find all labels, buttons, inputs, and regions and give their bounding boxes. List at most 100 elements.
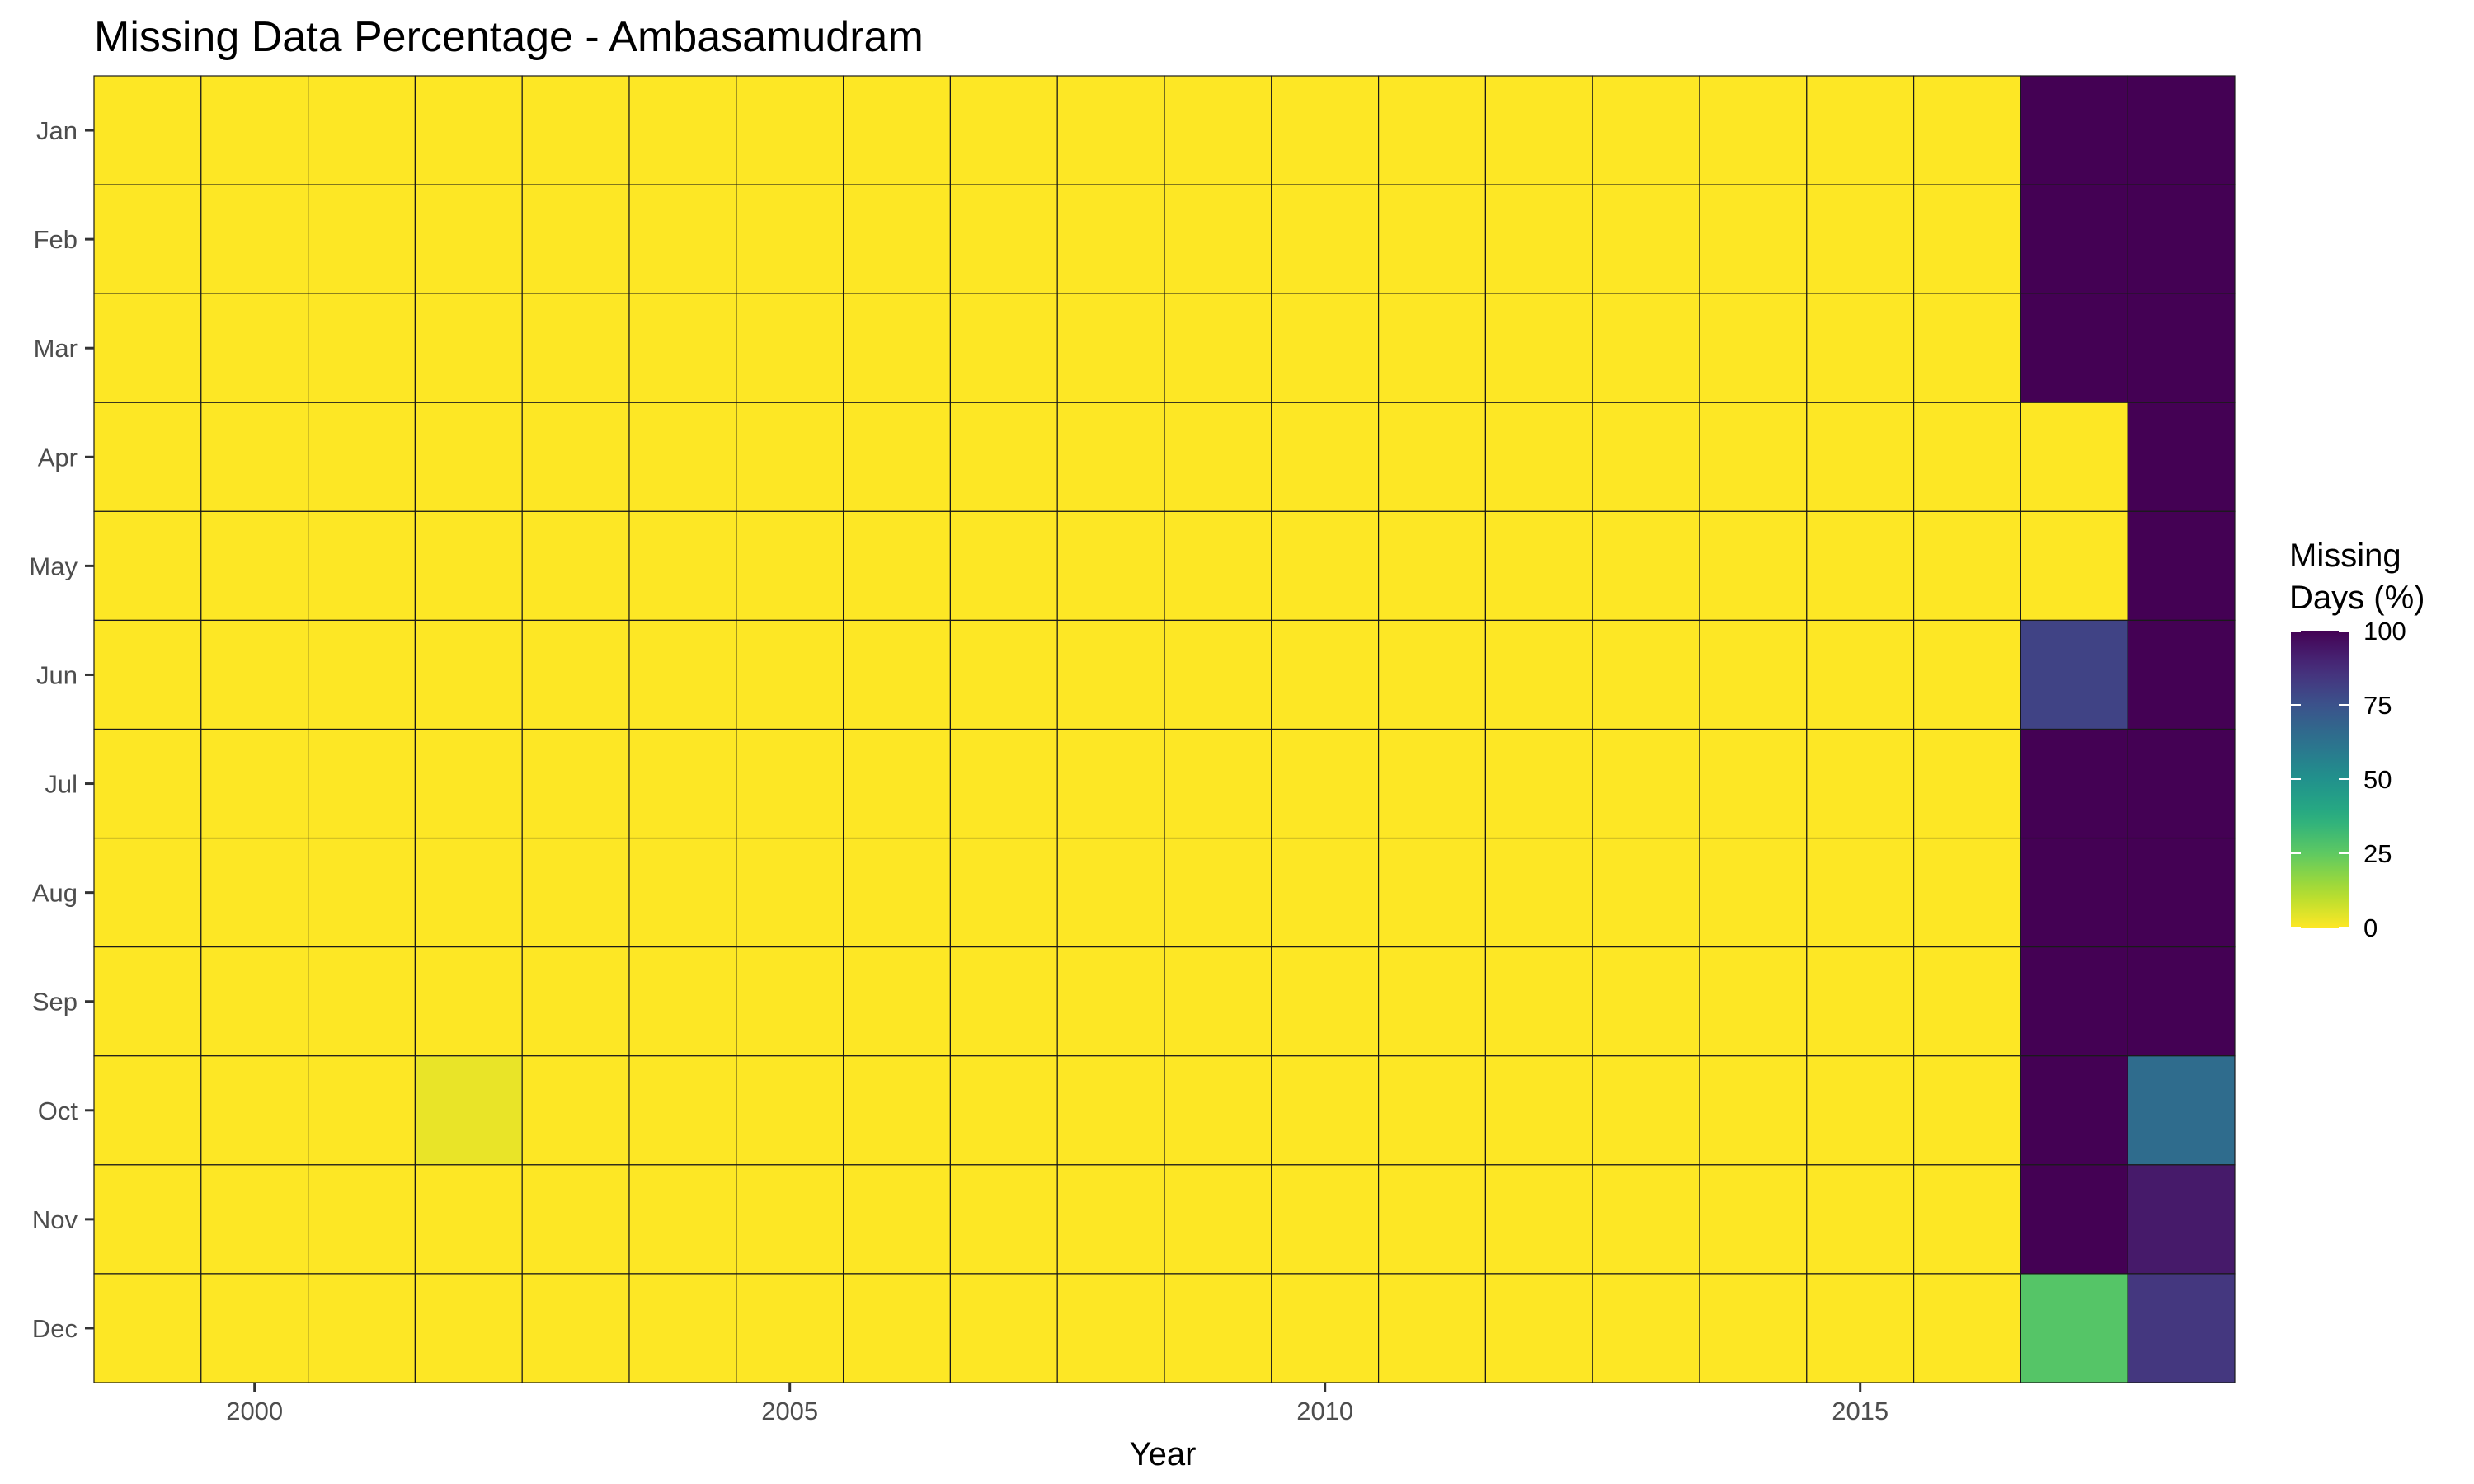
heatmap-cell-nov-2003 (521, 1164, 630, 1275)
x-tick-label-2000: 2000 (226, 1397, 283, 1425)
heatmap-cell-dec-2014 (1699, 1273, 1808, 1383)
heatmap-cell-jul-2006 (842, 728, 951, 839)
heatmap-cell-oct-2009 (1164, 1055, 1272, 1166)
y-tick-label-oct: Oct (38, 1097, 78, 1125)
heatmap-cell-may-2012 (1484, 510, 1593, 622)
heatmap-cell-dec-2013 (1592, 1273, 1700, 1383)
heatmap-cell-sep-2016 (1913, 946, 2022, 1057)
legend: Missing Days (%) 100 75 50 25 0 (2289, 538, 2425, 942)
heatmap-cell-sep-2017 (2020, 946, 2128, 1057)
heatmap-cell-apr-2015 (1806, 402, 1915, 512)
heatmap-cell-feb-2011 (1377, 184, 1486, 294)
heatmap-cell-nov-2016 (1913, 1164, 2022, 1275)
heatmap-cell-nov-2000 (200, 1164, 309, 1275)
heatmap-cell-aug-2002 (414, 837, 523, 948)
heatmap-cell-sep-2014 (1699, 946, 1808, 1057)
heatmap-cell-mar-2018 (2127, 293, 2236, 403)
heatmap-cell-jul-2009 (1164, 728, 1272, 839)
heatmap-cell-aug-2004 (628, 837, 737, 948)
heatmap-cell-feb-2010 (1271, 184, 1380, 294)
heatmap-cell-aug-2007 (949, 837, 1058, 948)
heatmap-cell-may-2007 (949, 510, 1058, 622)
heatmap-cell-jun-2002 (414, 619, 523, 730)
heatmap-cell-apr-2011 (1377, 402, 1486, 512)
heatmap-cell-jul-2002 (414, 728, 523, 839)
heatmap-cell-oct-2000 (200, 1055, 309, 1166)
heatmap-cell-jun-2009 (1164, 619, 1272, 730)
heatmap-cell-jul-2014 (1699, 728, 1808, 839)
heatmap-cell-jul-2011 (1377, 728, 1486, 839)
heatmap-cell-dec-2011 (1377, 1273, 1486, 1383)
heatmap-cell-oct-2014 (1699, 1055, 1808, 1166)
heatmap-cell-apr-2006 (842, 402, 951, 512)
heatmap-cell-aug-2005 (736, 837, 844, 948)
x-tick-label-2005: 2005 (761, 1397, 818, 1425)
heatmap-cell-aug-2010 (1271, 837, 1380, 948)
legend-ticks: 100 75 50 25 0 (2291, 617, 2406, 942)
heatmap-cell-jan-2006 (842, 75, 951, 186)
heatmap-cell-jun-2008 (1056, 619, 1165, 730)
heatmap-cell-may-2016 (1913, 510, 2022, 622)
heatmap-cell-oct-2018 (2127, 1055, 2236, 1166)
y-tick-label-dec: Dec (32, 1314, 78, 1343)
heatmap-cell-may-2013 (1592, 510, 1700, 622)
heatmap-cell-may-2018 (2127, 510, 2236, 622)
heatmap-cell-feb-1999 (93, 184, 202, 294)
heatmap-cell-may-2006 (842, 510, 951, 622)
heatmap-cell-apr-2001 (308, 402, 416, 512)
heatmap-cell-mar-2004 (628, 293, 737, 403)
heatmap-cell-jul-2004 (628, 728, 737, 839)
heatmap-cell-jan-2011 (1377, 75, 1486, 186)
heatmap-cell-feb-2002 (414, 184, 523, 294)
heatmap-cell-mar-2016 (1913, 293, 2022, 403)
heatmap-cell-may-2008 (1056, 510, 1165, 622)
heatmap-cell-sep-2001 (308, 946, 416, 1057)
heatmap-cell-mar-2013 (1592, 293, 1700, 403)
heatmap-cell-jan-2015 (1806, 75, 1915, 186)
y-axis: Jan Feb Mar Apr May Jun Jul Aug Sep Oct Nov Dec (29, 116, 94, 1343)
heatmap-cell-mar-2000 (200, 293, 309, 403)
heatmap-cell-feb-2006 (842, 184, 951, 294)
chart-title: Missing Data Percentage - Ambasamudram (94, 13, 924, 61)
heatmap-cell-may-2001 (308, 510, 416, 622)
heatmap-cell-apr-2007 (949, 402, 1058, 512)
heatmap-cell-feb-2012 (1484, 184, 1593, 294)
heatmap-cell-jun-2010 (1271, 619, 1380, 730)
heatmap-cell-feb-2017 (2020, 184, 2128, 294)
heatmap-cell-jan-2005 (736, 75, 844, 186)
heatmap-cell-apr-2008 (1056, 402, 1165, 512)
y-tick-label-jan: Jan (36, 116, 78, 145)
heatmap-cell-may-2009 (1164, 510, 1272, 622)
heatmap-cell-sep-2005 (736, 946, 844, 1057)
heatmap-cell-jun-2013 (1592, 619, 1700, 730)
heatmap-cell-mar-1999 (93, 293, 202, 403)
y-tick-label-sep: Sep (32, 988, 78, 1017)
heatmap-cell-may-2005 (736, 510, 844, 622)
heatmap-cell-oct-2016 (1913, 1055, 2022, 1166)
heatmap-cell-jun-2018 (2127, 619, 2236, 730)
y-tick-label-jul: Jul (45, 770, 78, 799)
heatmap-cell-oct-2002 (414, 1055, 523, 1166)
heatmap-cell-sep-2012 (1484, 946, 1593, 1057)
heatmap-cell-mar-2002 (414, 293, 523, 403)
heatmap-cell-mar-2017 (2020, 293, 2128, 403)
heatmap-cell-may-2002 (414, 510, 523, 622)
heatmap-cell-jul-2013 (1592, 728, 1700, 839)
heatmap-cell-apr-2010 (1271, 402, 1380, 512)
legend-title-line-2: Days (%) (2289, 580, 2425, 616)
heatmap-cell-may-2000 (200, 510, 309, 622)
heatmap-cell-jun-2015 (1806, 619, 1915, 730)
heatmap-cell-nov-2001 (308, 1164, 416, 1275)
heatmap-cell-nov-2017 (2020, 1164, 2128, 1275)
heatmap-cell-may-2004 (628, 510, 737, 622)
heatmap-cell-feb-2009 (1164, 184, 1272, 294)
heatmap-cell-apr-2018 (2127, 402, 2236, 512)
heatmap-cell-may-2014 (1699, 510, 1808, 622)
heatmap-cell-jul-2015 (1806, 728, 1915, 839)
heatmap-cell-may-2015 (1806, 510, 1915, 622)
heatmap-cell-nov-2015 (1806, 1164, 1915, 1275)
heatmap-cell-oct-2010 (1271, 1055, 1380, 1166)
heatmap-cell-dec-2004 (628, 1273, 737, 1383)
heatmap-cell-feb-2013 (1592, 184, 1700, 294)
heatmap-cell-sep-2013 (1592, 946, 1700, 1057)
